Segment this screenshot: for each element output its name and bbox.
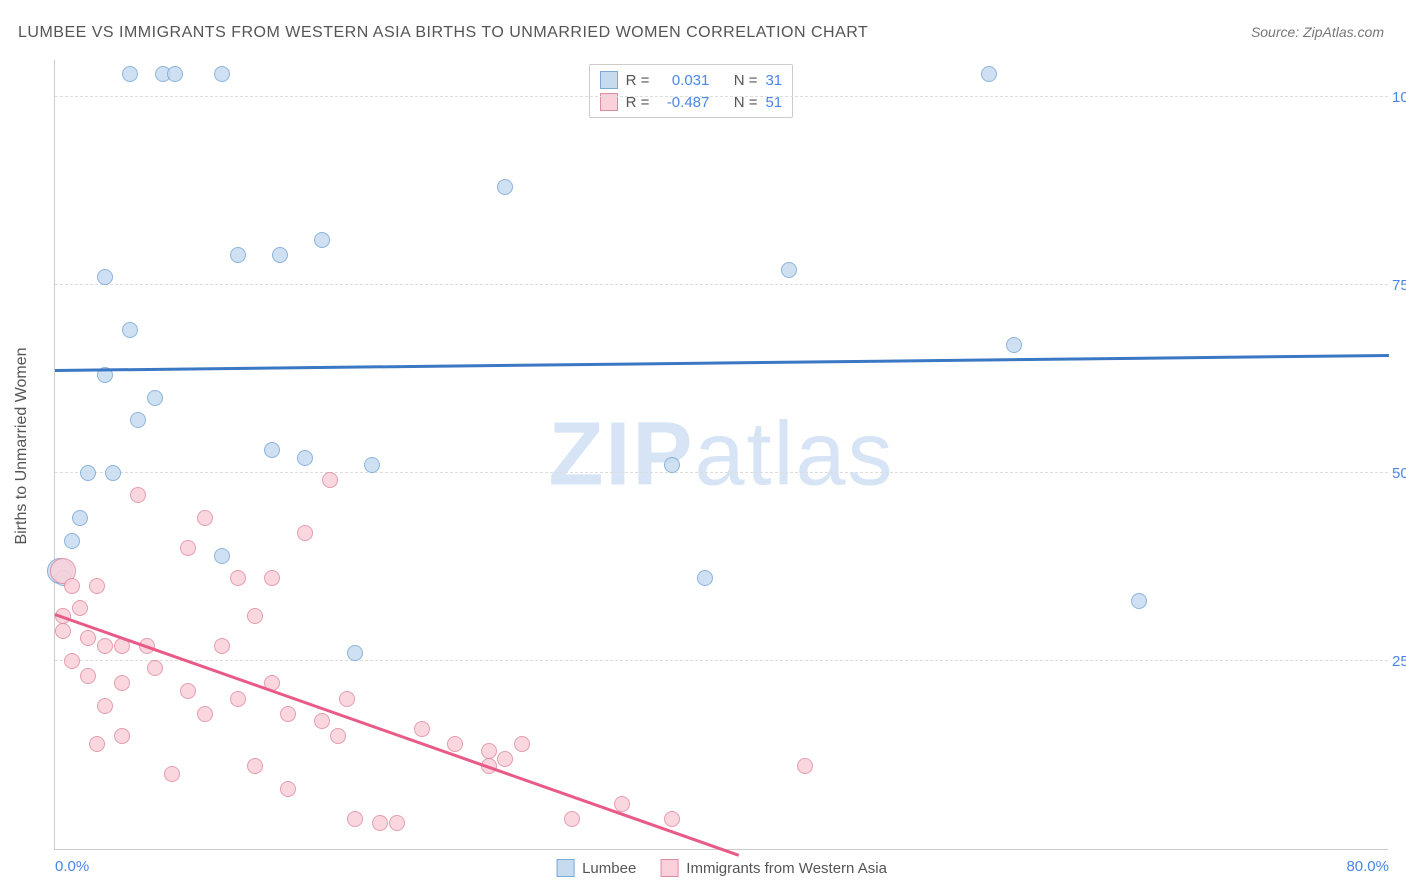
- data-point: [314, 713, 330, 729]
- data-point: [664, 457, 680, 473]
- data-point: [247, 608, 263, 624]
- data-point: [280, 781, 296, 797]
- data-point: [497, 179, 513, 195]
- data-point: [297, 525, 313, 541]
- data-point: [564, 811, 580, 827]
- data-point: [247, 758, 263, 774]
- data-point: [230, 247, 246, 263]
- data-point: [981, 66, 997, 82]
- data-point: [89, 736, 105, 752]
- y-axis-label: Births to Unmarried Women: [13, 347, 31, 544]
- data-point: [97, 698, 113, 714]
- data-point: [697, 570, 713, 586]
- data-point: [389, 815, 405, 831]
- data-point: [264, 442, 280, 458]
- trend-line: [55, 354, 1389, 372]
- legend-swatch: [600, 71, 618, 89]
- data-point: [130, 412, 146, 428]
- data-point: [122, 66, 138, 82]
- legend-swatch: [556, 859, 574, 877]
- data-point: [167, 66, 183, 82]
- y-tick-label: 50.0%: [1392, 465, 1406, 482]
- legend-swatch: [660, 859, 678, 877]
- data-point: [347, 645, 363, 661]
- data-point: [797, 758, 813, 774]
- data-point: [114, 728, 130, 744]
- legend-item: Immigrants from Western Asia: [660, 859, 887, 877]
- source-attribution: Source: ZipAtlas.com: [1251, 24, 1384, 40]
- correlation-legend: R = 0.031 N = 31R = -0.487 N = 51: [589, 64, 794, 118]
- data-point: [481, 743, 497, 759]
- data-point: [197, 510, 213, 526]
- y-tick-label: 25.0%: [1392, 653, 1406, 670]
- data-point: [214, 638, 230, 654]
- data-point: [180, 540, 196, 556]
- data-point: [197, 706, 213, 722]
- data-point: [297, 450, 313, 466]
- legend-row: R = 0.031 N = 31: [600, 69, 783, 91]
- data-point: [314, 232, 330, 248]
- data-point: [214, 548, 230, 564]
- data-point: [664, 811, 680, 827]
- data-point: [72, 510, 88, 526]
- data-point: [80, 630, 96, 646]
- data-point: [339, 691, 355, 707]
- data-point: [64, 578, 80, 594]
- data-point: [80, 668, 96, 684]
- data-point: [114, 675, 130, 691]
- data-point: [364, 457, 380, 473]
- gridline: [55, 472, 1388, 473]
- data-point: [264, 570, 280, 586]
- data-point: [447, 736, 463, 752]
- data-point: [122, 322, 138, 338]
- y-tick-label: 100.0%: [1392, 89, 1406, 106]
- data-point: [230, 570, 246, 586]
- watermark: ZIPatlas: [548, 403, 894, 506]
- chart-title: LUMBEE VS IMMIGRANTS FROM WESTERN ASIA B…: [18, 24, 868, 42]
- scatter-plot-area: ZIPatlas R = 0.031 N = 31R = -0.487 N = …: [54, 60, 1388, 850]
- data-point: [280, 706, 296, 722]
- data-point: [55, 623, 71, 639]
- data-point: [80, 465, 96, 481]
- data-point: [781, 262, 797, 278]
- data-point: [89, 578, 105, 594]
- data-point: [147, 660, 163, 676]
- data-point: [614, 796, 630, 812]
- data-point: [372, 815, 388, 831]
- data-point: [1006, 337, 1022, 353]
- series-legend: Lumbee Immigrants from Western Asia: [556, 859, 887, 877]
- data-point: [180, 683, 196, 699]
- data-point: [97, 638, 113, 654]
- y-tick-label: 75.0%: [1392, 277, 1406, 294]
- legend-row: R = -0.487 N = 51: [600, 91, 783, 113]
- data-point: [330, 728, 346, 744]
- x-tick-label: 0.0%: [55, 858, 89, 875]
- data-point: [130, 487, 146, 503]
- data-point: [64, 533, 80, 549]
- data-point: [97, 269, 113, 285]
- legend-item: Lumbee: [556, 859, 636, 877]
- gridline: [55, 284, 1388, 285]
- data-point: [1131, 593, 1147, 609]
- data-point: [497, 751, 513, 767]
- data-point: [214, 66, 230, 82]
- data-point: [164, 766, 180, 782]
- data-point: [105, 465, 121, 481]
- data-point: [72, 600, 88, 616]
- data-point: [147, 390, 163, 406]
- data-point: [322, 472, 338, 488]
- data-point: [514, 736, 530, 752]
- data-point: [272, 247, 288, 263]
- data-point: [64, 653, 80, 669]
- data-point: [414, 721, 430, 737]
- data-point: [230, 691, 246, 707]
- x-tick-label: 80.0%: [1346, 858, 1389, 875]
- data-point: [347, 811, 363, 827]
- gridline: [55, 660, 1388, 661]
- gridline: [55, 96, 1388, 97]
